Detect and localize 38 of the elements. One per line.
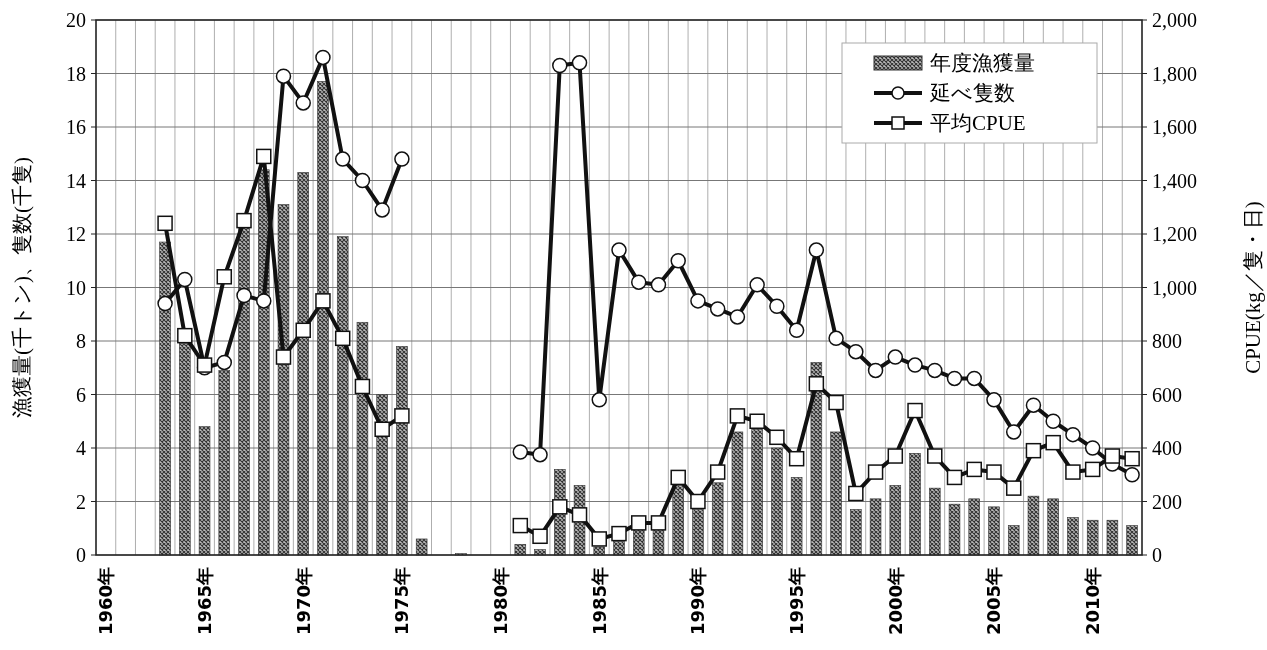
y2-tick-label: 800 <box>1152 330 1182 352</box>
x-tick-label: 1985年 <box>588 567 610 636</box>
y2-axis-title: CPUE(kg／隻・日) <box>1241 201 1266 374</box>
y2-tick-label: 2,000 <box>1152 9 1197 31</box>
y-tick-label: 14 <box>66 169 86 192</box>
y-tick-label: 8 <box>76 330 86 352</box>
y2-tick-label: 0 <box>1152 544 1162 566</box>
y2-tick-label: 1,600 <box>1152 116 1197 138</box>
y2-tick-label: 1,000 <box>1152 276 1197 299</box>
y-tick-label: 6 <box>76 383 86 406</box>
x-tick-label: 1980年 <box>489 567 511 636</box>
y-tick-label: 2 <box>76 490 86 513</box>
y-tick-label: 20 <box>66 9 86 31</box>
x-tick-label: 2010年 <box>1081 567 1103 636</box>
x-tick-label: 2000年 <box>884 567 906 636</box>
y2-tick-label: 400 <box>1152 437 1182 459</box>
x-tick-label: 1990年 <box>687 567 709 636</box>
x-tick-label: 1970年 <box>292 567 314 636</box>
y2-tick-label: 1,400 <box>1152 169 1197 192</box>
x-tick-label: 1960年 <box>95 567 117 636</box>
x-tick-label: 2005年 <box>983 567 1005 636</box>
y2-tick-label: 600 <box>1152 383 1182 406</box>
x-tick-label: 1995年 <box>785 567 807 636</box>
y-axis-title: 漁獲量(千トン)、隻数(千隻) <box>10 157 35 418</box>
y-tick-label: 4 <box>76 437 86 459</box>
x-tick-label: 1965年 <box>193 567 215 636</box>
y-tick-label: 16 <box>66 116 86 138</box>
y2-tick-label: 200 <box>1152 490 1182 513</box>
x-tick-label: 1975年 <box>391 567 413 636</box>
y2-tick-label: 1,800 <box>1152 62 1197 85</box>
y-tick-label: 12 <box>66 223 86 245</box>
y-tick-label: 0 <box>76 544 86 566</box>
y2-tick-label: 1,200 <box>1152 223 1197 245</box>
y-tick-label: 18 <box>66 62 86 85</box>
legend-label: 延べ隻数 <box>929 81 1015 106</box>
legend-label: 年度漁獲量 <box>930 51 1035 76</box>
legend-label: 平均CPUE <box>930 111 1026 136</box>
y-tick-label: 10 <box>66 276 86 299</box>
